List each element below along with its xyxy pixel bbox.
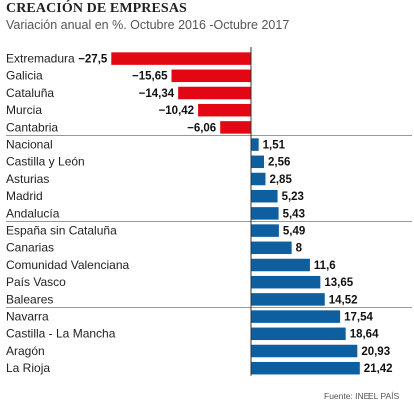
value-label: 17,54 [344,312,373,324]
category-label: España sin Cataluña [6,224,117,238]
category-label: Galicia [6,69,43,83]
category-label: Castilla y León [6,155,85,169]
category-label: Cantabria [6,120,58,134]
positive-bar [251,138,259,151]
negative-bar [111,52,251,65]
value-label: 20,93 [361,346,390,358]
value-label: 11,6 [314,260,336,272]
value-label: −10,42 [159,105,195,117]
category-label: La Rioja [6,361,50,375]
value-label: 1,51 [263,140,286,152]
source-note: Fuente: INE. [324,391,372,401]
value-label: −27,5 [78,54,108,66]
value-label: 13,65 [324,277,353,289]
positive-bar [251,172,266,186]
value-label: 5,43 [283,208,305,220]
positive-bar [251,241,292,255]
publisher-brand: EL PAÍS [368,391,400,401]
category-label: Navarra [6,310,49,324]
value-label: −15,65 [132,71,168,83]
category-label: Murcia [6,103,42,117]
chart-subtitle: Variación anual en %. Octubre 2016 -Octu… [6,18,290,32]
category-label: Canarias [6,241,54,255]
value-label: 5,23 [282,191,304,203]
positive-bar [251,275,321,289]
value-label: −14,34 [139,88,175,100]
category-label: Andalucía [6,206,60,220]
positive-bar [251,258,310,272]
positive-bar [251,310,341,323]
category-label: Baleares [6,292,53,306]
negative-bar [220,121,251,134]
negative-bar [171,69,251,83]
category-label: Aragón [6,344,45,358]
value-label: 5,49 [283,226,305,238]
value-label: 2,85 [269,174,292,186]
category-label: Asturias [6,172,49,186]
category-label: País Vasco [6,275,66,289]
positive-bar [251,189,278,203]
category-label: Madrid [6,189,43,203]
positive-bar [251,155,264,169]
positive-bar [251,344,358,358]
value-label: 18,64 [350,329,379,341]
value-label: 8 [296,243,303,255]
positive-bar [251,293,325,306]
category-label: Cataluña [6,86,54,100]
category-label: Extremadura [6,52,75,66]
category-label: Nacional [6,138,53,152]
value-label: 14,52 [329,294,358,306]
category-label: Castilla - La Mancha [6,327,116,341]
category-label: Comunidad Valenciana [6,258,130,272]
negative-bar [198,103,251,117]
positive-bar [251,224,279,237]
positive-bar [251,207,279,220]
chart-title: CREACIÓN DE EMPRESAS [6,1,187,16]
negative-bar [178,86,251,100]
value-label: 2,56 [268,157,290,169]
positive-bar [251,327,346,341]
value-label: 21,42 [364,363,393,375]
positive-bar [251,361,360,375]
value-label: −6,06 [187,122,216,134]
